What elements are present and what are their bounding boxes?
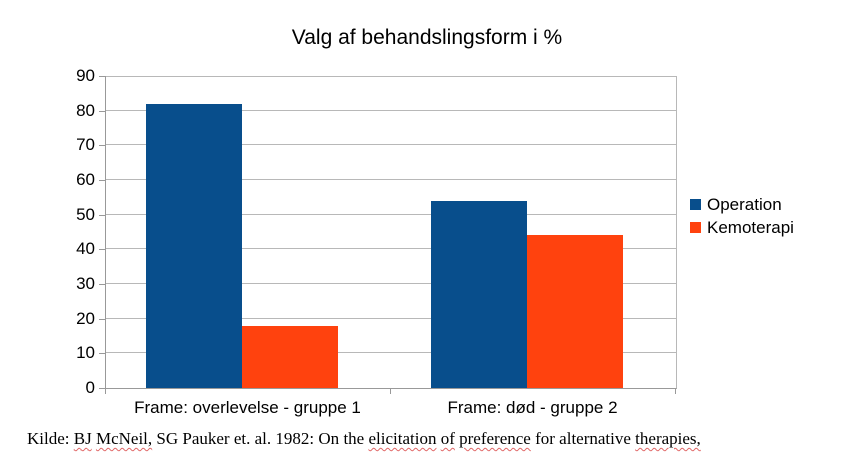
legend-label: Kemoterapi	[707, 217, 794, 237]
source-word: the	[343, 429, 365, 448]
source-word-misspelled: therapies,	[635, 429, 701, 448]
y-axis-tick-mark	[99, 145, 105, 147]
y-axis-tick-mark	[99, 110, 105, 112]
source-word-misspelled: BJ	[73, 429, 92, 448]
legend: Operation Kemoterapi	[690, 193, 794, 239]
source-citation: Kilde: BJ McNeil, SG Pauker et. al. 1982…	[27, 429, 837, 449]
source-word: et.	[233, 429, 251, 448]
y-axis-tick-mark	[99, 353, 105, 355]
y-axis-tick-label: 90	[76, 66, 95, 85]
y-axis-tick-mark	[99, 214, 105, 216]
gridline-y-90	[106, 76, 676, 77]
source-word-misspelled: of	[440, 429, 455, 448]
chart-title: Valg af behandslingsform i %	[291, 26, 563, 49]
plot-area	[105, 76, 677, 389]
source-word-misspelled: preference	[459, 429, 531, 448]
legend-label: Operation	[707, 194, 782, 214]
x-axis-tick-mark	[675, 389, 676, 394]
y-axis-tick-label: 0	[85, 378, 95, 397]
y-axis-tick-label: 30	[76, 274, 95, 293]
gridline-y-30	[106, 283, 676, 284]
y-axis-tick-label: 20	[76, 308, 95, 328]
gridline-y-20	[106, 317, 676, 319]
gridline-y-50	[106, 213, 676, 215]
y-axis-tick-mark	[99, 388, 105, 389]
source-word-misspelled: elicitation	[368, 429, 437, 448]
legend-swatch-icon	[690, 222, 701, 233]
gridline-y-80	[106, 109, 676, 111]
legend-swatch-icon	[690, 199, 701, 210]
x-axis-category-label: Frame: overlevelse - gruppe 1	[134, 398, 361, 417]
y-axis-tick-label: 10	[76, 343, 95, 363]
y-axis-tick-mark	[99, 76, 105, 77]
y-axis-tick-mark	[99, 180, 105, 181]
bar-operation-group2	[431, 201, 527, 388]
y-axis-tick-label: 50	[76, 204, 95, 224]
source-word: al.	[254, 429, 272, 448]
y-axis-tick-label: 80	[76, 100, 95, 120]
gridline-y-40	[106, 248, 676, 250]
legend-item-operation: Operation	[690, 193, 794, 216]
source-word: SG	[156, 429, 179, 448]
y-axis-tick-mark	[99, 284, 105, 285]
source-word-misspelled: McNeil,	[95, 429, 153, 448]
x-axis-tick-mark	[105, 389, 106, 394]
y-axis-tick-label: 60	[76, 170, 95, 189]
gridline-y-70	[106, 144, 676, 146]
gridline-y-60	[106, 179, 676, 180]
x-axis-category-label: Frame: død - gruppe 2	[447, 398, 618, 417]
y-axis-tick-label: 40	[76, 239, 95, 259]
x-axis-tick-mark	[390, 389, 391, 394]
legend-item-kemoterapi: Kemoterapi	[690, 216, 794, 239]
y-axis-tick-label: 70	[76, 135, 95, 155]
source-word: On	[318, 429, 340, 448]
source-word: 1982:	[275, 429, 315, 448]
source-word: alternative	[559, 429, 631, 448]
y-axis-tick-mark	[99, 318, 105, 320]
bar-operation-group1	[146, 104, 242, 388]
source-word: for	[535, 429, 555, 448]
y-axis-tick-mark	[99, 249, 105, 251]
gridline-y-10	[106, 352, 676, 354]
source-word: Kilde:	[27, 429, 70, 448]
bar-kemoterapi-group1	[242, 326, 338, 388]
source-word: Pauker	[182, 429, 230, 448]
bar-kemoterapi-group2	[527, 235, 623, 388]
